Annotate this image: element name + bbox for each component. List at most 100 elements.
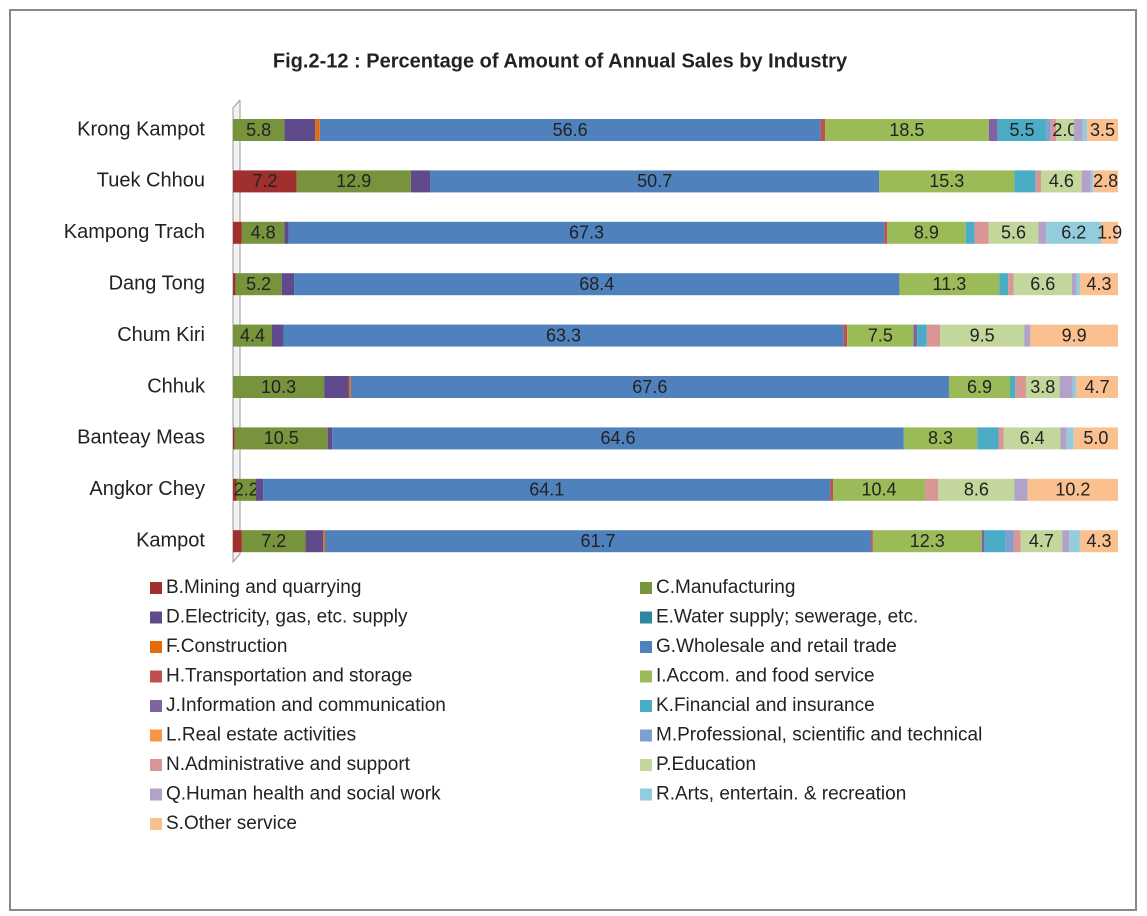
legend-swatch — [150, 818, 162, 830]
bar-segment — [350, 376, 949, 398]
bar-segment — [284, 221, 289, 244]
data-label: 6.2 — [1061, 223, 1086, 243]
legend-swatch — [640, 611, 652, 624]
bar-segment — [847, 324, 914, 347]
legend-swatch — [150, 788, 162, 801]
data-label: 18.5 — [889, 120, 924, 140]
bar-segment — [1060, 427, 1067, 450]
data-label: 10.2 — [1055, 480, 1090, 500]
category-label: Kampong Trach — [64, 221, 205, 243]
legend-swatch — [150, 670, 162, 683]
bar-segment — [1010, 376, 1016, 398]
bar-segment — [319, 119, 821, 141]
legend-swatch — [150, 729, 162, 742]
bar-segment — [899, 273, 1000, 296]
data-label: 68.4 — [579, 274, 614, 294]
bar-segment — [1013, 273, 1072, 296]
legend-swatch — [150, 759, 162, 771]
data-label: 67.3 — [569, 223, 604, 243]
bar-segment — [241, 221, 285, 244]
legend-swatch — [150, 611, 162, 624]
data-label: 5.5 — [1009, 120, 1034, 140]
data-label: 5.8 — [246, 120, 271, 140]
bar-segment — [327, 427, 333, 450]
bar-segment — [284, 119, 316, 141]
bar-segment — [1090, 170, 1094, 193]
legend-swatch — [150, 582, 162, 594]
bar-segment — [410, 170, 431, 193]
bar-segment — [988, 119, 998, 141]
bar-segment — [1087, 119, 1118, 141]
chart-title: Fig.2-12 : Percentage of Amount of Annua… — [273, 50, 848, 72]
bar-segment — [997, 119, 1047, 141]
bar-segment — [233, 221, 242, 244]
bar-segment — [984, 530, 1006, 553]
data-label: 4.7 — [1085, 377, 1110, 397]
data-label: 63.3 — [546, 325, 581, 345]
bar-segment — [887, 221, 966, 244]
bar-segment — [1050, 119, 1057, 141]
bar-segment — [263, 478, 831, 501]
data-label: 50.7 — [637, 171, 672, 191]
bar-segment — [1020, 530, 1063, 553]
bar-segment — [233, 273, 236, 296]
data-label: 4.3 — [1086, 274, 1111, 294]
bar-segment — [296, 170, 411, 193]
legend-label: K.Financial and insurance — [656, 695, 875, 716]
bar-segment — [1013, 530, 1021, 553]
bar-segment — [323, 530, 326, 553]
data-label: 1.9 — [1097, 223, 1122, 243]
legend-swatch — [640, 641, 652, 653]
bar-segment — [1076, 376, 1118, 398]
bar-segment — [988, 221, 1039, 244]
category-label: Tuek Chhou — [97, 170, 205, 192]
bar-segment — [236, 478, 257, 501]
category-label: Angkor Chey — [89, 478, 205, 500]
bar-segment — [235, 273, 282, 296]
data-label: 2.8 — [1093, 171, 1118, 191]
bar-segment — [233, 530, 242, 553]
bar-segment — [348, 376, 351, 398]
legend-label: E.Water supply; sewerage, etc. — [656, 607, 918, 628]
bar-segment — [1072, 376, 1077, 398]
bar-segment — [233, 119, 285, 141]
legend-label: C.Manufacturing — [656, 577, 795, 598]
bar-segment — [1027, 478, 1118, 501]
data-label: 4.7 — [1029, 531, 1054, 551]
data-label: 2.0 — [1052, 120, 1077, 140]
data-label: 10.3 — [261, 377, 296, 397]
data-label: 7.5 — [868, 325, 893, 345]
legend-swatch — [640, 582, 652, 594]
data-label: 9.9 — [1062, 325, 1087, 345]
legend-swatch — [640, 670, 652, 683]
bar-segment — [1069, 530, 1080, 553]
bar-segment — [332, 427, 904, 450]
bar-segment — [1014, 170, 1036, 193]
bar-segment — [1079, 273, 1118, 296]
bar-segment — [1081, 170, 1091, 193]
category-label: Krong Kampot — [77, 118, 205, 140]
legend-label: D.Electricity, gas, etc. supply — [166, 607, 408, 628]
data-label: 7.2 — [261, 531, 286, 551]
data-label: 10.4 — [862, 480, 897, 500]
data-label: 5.6 — [1001, 223, 1026, 243]
bar-segment — [233, 427, 235, 450]
data-label: 10.5 — [264, 428, 299, 448]
bar-segment — [999, 273, 1009, 296]
data-label: 8.6 — [964, 480, 989, 500]
data-label: 7.2 — [252, 171, 277, 191]
bar-segment — [917, 324, 927, 347]
data-label: 12.9 — [336, 171, 371, 191]
data-label: 4.6 — [1049, 171, 1074, 191]
data-label: 6.9 — [967, 377, 992, 397]
bar-segment — [241, 530, 306, 553]
bar-segment — [324, 376, 349, 398]
bar-segment — [256, 478, 264, 501]
bar-segment — [998, 427, 1004, 450]
bar-segment — [825, 119, 989, 141]
bar-segment — [288, 221, 885, 244]
bar-segment — [1071, 273, 1077, 296]
bar-segment — [325, 530, 872, 553]
bar-segment — [1073, 119, 1083, 141]
